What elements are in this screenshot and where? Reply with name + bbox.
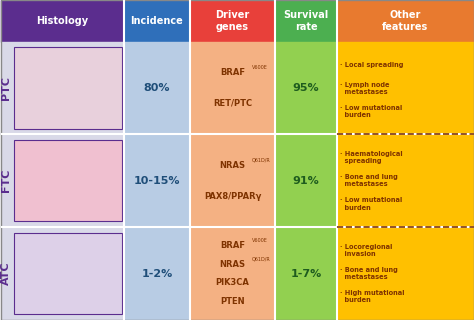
- Text: · High mutational
  burden: · High mutational burden: [340, 290, 405, 303]
- Text: Other
features: Other features: [382, 10, 428, 32]
- Text: RET/PTC: RET/PTC: [213, 99, 252, 108]
- Text: · Lymph node
  metastases: · Lymph node metastases: [340, 82, 390, 94]
- Text: 10-15%: 10-15%: [134, 176, 180, 186]
- Bar: [0, 134, 124, 227]
- Bar: [0, 0, 124, 42]
- Text: NRAS: NRAS: [219, 260, 246, 269]
- Text: · Local spreading: · Local spreading: [340, 62, 404, 68]
- Text: PTC: PTC: [1, 76, 11, 100]
- Bar: [190, 42, 275, 134]
- Text: Incidence: Incidence: [130, 16, 183, 26]
- Text: 91%: 91%: [292, 176, 319, 186]
- Bar: [124, 0, 190, 42]
- Text: · Bone and lung
  metastases: · Bone and lung metastases: [340, 174, 398, 187]
- Bar: [0, 227, 124, 320]
- Bar: [14, 140, 122, 221]
- Text: 80%: 80%: [144, 83, 170, 93]
- Text: 1-7%: 1-7%: [290, 268, 321, 279]
- Bar: [275, 42, 337, 134]
- Text: PAX8/PPARγ: PAX8/PPARγ: [204, 192, 261, 201]
- Text: Driver
genes: Driver genes: [216, 10, 250, 32]
- Text: ATC: ATC: [1, 262, 11, 285]
- Bar: [14, 47, 122, 129]
- Bar: [124, 227, 190, 320]
- Text: · Low mutational
  burden: · Low mutational burden: [340, 105, 403, 118]
- Text: 1-2%: 1-2%: [141, 268, 173, 279]
- Text: Q61D/R: Q61D/R: [252, 257, 271, 262]
- Text: Histology: Histology: [36, 16, 88, 26]
- Bar: [337, 0, 474, 42]
- Text: PIK3CA: PIK3CA: [216, 278, 249, 287]
- Text: V600E: V600E: [252, 65, 268, 70]
- Text: · Haematological
  spreading: · Haematological spreading: [340, 151, 403, 164]
- Bar: [190, 0, 275, 42]
- Text: NRAS: NRAS: [219, 161, 246, 170]
- Text: · Locoregional
  invasion: · Locoregional invasion: [340, 244, 393, 257]
- Bar: [190, 227, 275, 320]
- Bar: [124, 42, 190, 134]
- Bar: [275, 0, 337, 42]
- Text: BRAF: BRAF: [220, 68, 245, 77]
- Bar: [14, 233, 122, 314]
- Text: Survival
rate: Survival rate: [283, 10, 328, 32]
- Bar: [337, 42, 474, 134]
- Bar: [0, 42, 124, 134]
- Text: BRAF: BRAF: [220, 241, 245, 250]
- Text: · Bone and lung
  metastases: · Bone and lung metastases: [340, 267, 398, 280]
- Text: PTEN: PTEN: [220, 297, 245, 306]
- Text: V600E: V600E: [252, 238, 268, 243]
- Text: Q61D/R: Q61D/R: [252, 158, 271, 163]
- Text: · Low mutational
  burden: · Low mutational burden: [340, 197, 403, 211]
- Bar: [275, 227, 337, 320]
- Bar: [190, 134, 275, 227]
- Bar: [337, 134, 474, 227]
- Bar: [124, 134, 190, 227]
- Bar: [337, 227, 474, 320]
- Bar: [275, 134, 337, 227]
- Text: 95%: 95%: [292, 83, 319, 93]
- Text: FTC: FTC: [1, 169, 11, 193]
